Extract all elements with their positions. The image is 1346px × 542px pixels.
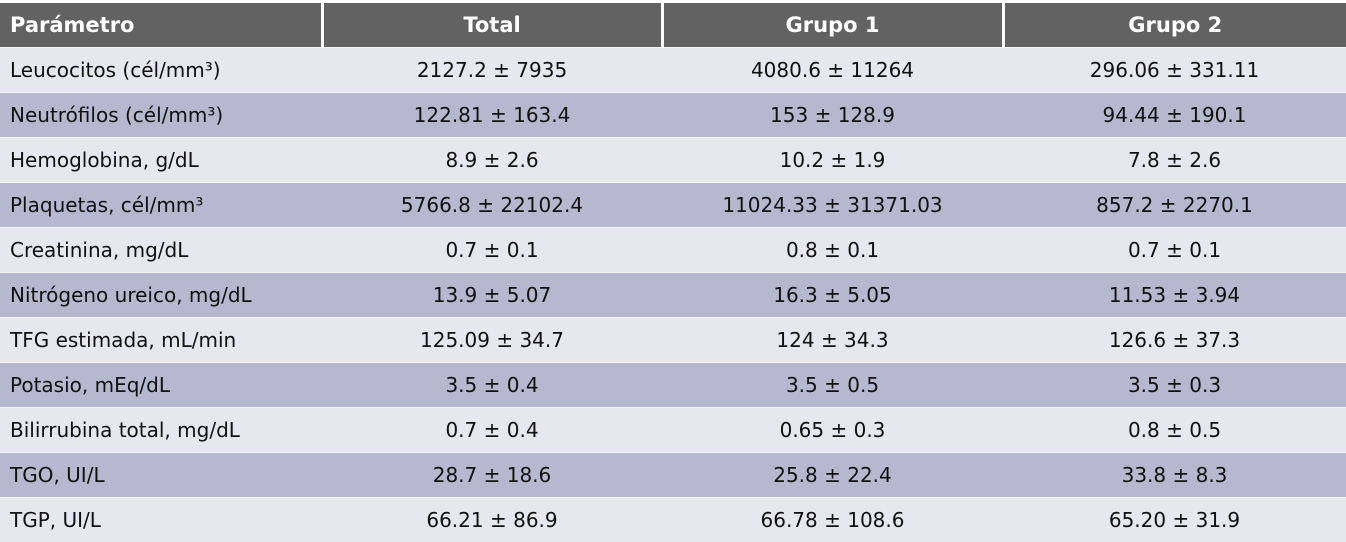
lab-parameters-table: Parámetro Total Grupo 1 Grupo 2 Leucocit… [0, 3, 1346, 542]
grupo-2-cell: 33.8 ± 8.3 [1003, 453, 1346, 498]
parameter-cell: Creatinina, mg/dL [0, 228, 322, 273]
parameter-cell: Potasio, mEq/dL [0, 363, 322, 408]
grupo-1-cell: 4080.6 ± 11264 [662, 48, 1003, 93]
total-cell: 5766.8 ± 22102.4 [322, 183, 662, 228]
grupo-1-cell: 0.65 ± 0.3 [662, 408, 1003, 453]
parameter-cell: Nitrógeno ureico, mg/dL [0, 273, 322, 318]
grupo-2-cell: 7.8 ± 2.6 [1003, 138, 1346, 183]
grupo-1-cell: 0.8 ± 0.1 [662, 228, 1003, 273]
grupo-1-cell: 16.3 ± 5.05 [662, 273, 1003, 318]
total-cell: 125.09 ± 34.7 [322, 318, 662, 363]
total-cell: 0.7 ± 0.4 [322, 408, 662, 453]
parameter-cell: Bilirrubina total, mg/dL [0, 408, 322, 453]
total-cell: 28.7 ± 18.6 [322, 453, 662, 498]
grupo-1-cell: 153 ± 128.9 [662, 93, 1003, 138]
parameter-cell: TGO, UI/L [0, 453, 322, 498]
grupo-2-cell: 0.8 ± 0.5 [1003, 408, 1346, 453]
grupo-2-cell: 94.44 ± 190.1 [1003, 93, 1346, 138]
parameter-cell: Plaquetas, cél/mm³ [0, 183, 322, 228]
grupo-1-cell: 25.8 ± 22.4 [662, 453, 1003, 498]
parameter-cell: Leucocitos (cél/mm³) [0, 48, 322, 93]
grupo-2-cell: 296.06 ± 331.11 [1003, 48, 1346, 93]
grupo-2-cell: 126.6 ± 37.3 [1003, 318, 1346, 363]
parameter-cell: TFG estimada, mL/min [0, 318, 322, 363]
total-cell: 2127.2 ± 7935 [322, 48, 662, 93]
header-total: Total [322, 3, 662, 48]
grupo-1-cell: 3.5 ± 0.5 [662, 363, 1003, 408]
grupo-2-cell: 3.5 ± 0.3 [1003, 363, 1346, 408]
total-cell: 66.21 ± 86.9 [322, 498, 662, 542]
total-cell: 13.9 ± 5.07 [322, 273, 662, 318]
total-cell: 0.7 ± 0.1 [322, 228, 662, 273]
header-grupo-1: Grupo 1 [662, 3, 1003, 48]
grupo-2-cell: 11.53 ± 3.94 [1003, 273, 1346, 318]
header-parametro: Parámetro [0, 3, 322, 48]
parameter-cell: TGP, UI/L [0, 498, 322, 542]
grupo-1-cell: 10.2 ± 1.9 [662, 138, 1003, 183]
total-cell: 8.9 ± 2.6 [322, 138, 662, 183]
grupo-2-cell: 857.2 ± 2270.1 [1003, 183, 1346, 228]
grupo-1-cell: 124 ± 34.3 [662, 318, 1003, 363]
header-grupo-2: Grupo 2 [1003, 3, 1346, 48]
header-row: Parámetro Total Grupo 1 Grupo 2 [0, 3, 1346, 48]
total-cell: 122.81 ± 163.4 [322, 93, 662, 138]
grupo-1-cell: 66.78 ± 108.6 [662, 498, 1003, 542]
grupo-1-cell: 11024.33 ± 31371.03 [662, 183, 1003, 228]
parameter-cell: Hemoglobina, g/dL [0, 138, 322, 183]
grupo-2-cell: 0.7 ± 0.1 [1003, 228, 1346, 273]
parameter-cell: Neutrófilos (cél/mm³) [0, 93, 322, 138]
grupo-2-cell: 65.20 ± 31.9 [1003, 498, 1346, 542]
total-cell: 3.5 ± 0.4 [322, 363, 662, 408]
